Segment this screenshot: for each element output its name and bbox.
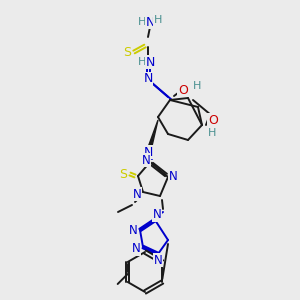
Text: N: N: [145, 56, 155, 68]
Text: N: N: [145, 16, 155, 28]
Text: H: H: [208, 128, 216, 138]
Text: H: H: [193, 81, 201, 91]
Text: S: S: [119, 167, 127, 181]
Text: N: N: [143, 73, 153, 85]
Text: H: H: [138, 57, 146, 67]
Text: H: H: [138, 17, 146, 27]
Text: N: N: [133, 188, 141, 200]
Polygon shape: [148, 120, 158, 148]
Text: N: N: [154, 254, 162, 266]
Text: N: N: [129, 224, 137, 236]
Text: N: N: [132, 242, 140, 256]
Text: N: N: [169, 170, 177, 184]
Text: N: N: [153, 208, 161, 221]
Text: N: N: [143, 146, 153, 158]
Text: N: N: [142, 154, 150, 166]
Text: O: O: [178, 83, 188, 97]
Text: O: O: [208, 113, 218, 127]
Text: H: H: [154, 15, 162, 25]
Text: S: S: [123, 46, 131, 59]
